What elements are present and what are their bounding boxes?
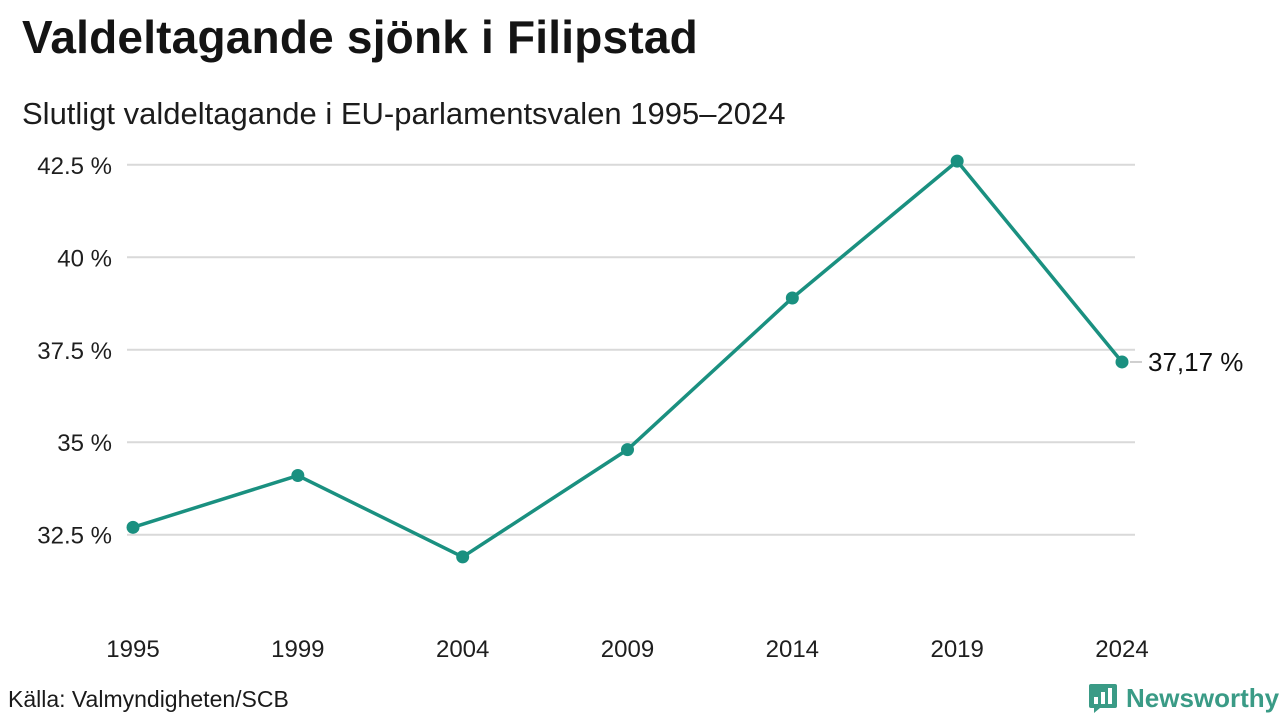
source-note: Källa: Valmyndigheten/SCB xyxy=(8,686,289,712)
end-value-label: 37,17 % xyxy=(1148,347,1243,377)
data-point xyxy=(785,291,799,305)
y-tick-label: 35 % xyxy=(57,430,112,457)
chart-subtitle: Slutligt valdeltagande i EU-parlamentsva… xyxy=(22,96,786,131)
x-tick-label: 2014 xyxy=(766,636,819,663)
y-tick-label: 42.5 % xyxy=(37,153,112,180)
series-points xyxy=(126,154,1129,564)
y-tick-label: 40 % xyxy=(57,245,112,272)
x-tick-label: 2019 xyxy=(930,636,983,663)
y-tick-label: 37.5 % xyxy=(37,338,112,365)
data-point xyxy=(126,520,140,534)
data-point xyxy=(1115,355,1129,369)
data-labels: 37,17 % xyxy=(1130,347,1243,377)
y-axis-ticks: 32.5 % 35 % 37.5 % 40 % 42.5 % xyxy=(37,153,112,550)
y-tick-label: 32.5 % xyxy=(37,523,112,550)
data-point xyxy=(291,469,305,483)
x-tick-label: 2024 xyxy=(1095,636,1148,663)
series-line xyxy=(132,159,1124,559)
chart-title: Valdeltagande sjönk i Filipstad xyxy=(22,11,698,63)
x-tick-label: 1999 xyxy=(271,636,324,663)
x-axis-ticks: 1995 1999 2004 2009 2014 2019 2024 xyxy=(106,636,1148,663)
data-point xyxy=(950,154,964,168)
brand-logo[interactable]: Newsworthy xyxy=(1088,682,1279,714)
x-tick-label: 2009 xyxy=(601,636,654,663)
newsworthy-logo-icon xyxy=(1089,684,1117,713)
brand-name: Newsworthy xyxy=(1126,682,1280,713)
gridlines xyxy=(127,163,1135,536)
series-lines xyxy=(132,159,1124,559)
data-point xyxy=(456,550,470,564)
x-tick-label: 2004 xyxy=(436,636,489,663)
data-point xyxy=(621,443,634,457)
x-tick-label: 1995 xyxy=(106,636,159,663)
